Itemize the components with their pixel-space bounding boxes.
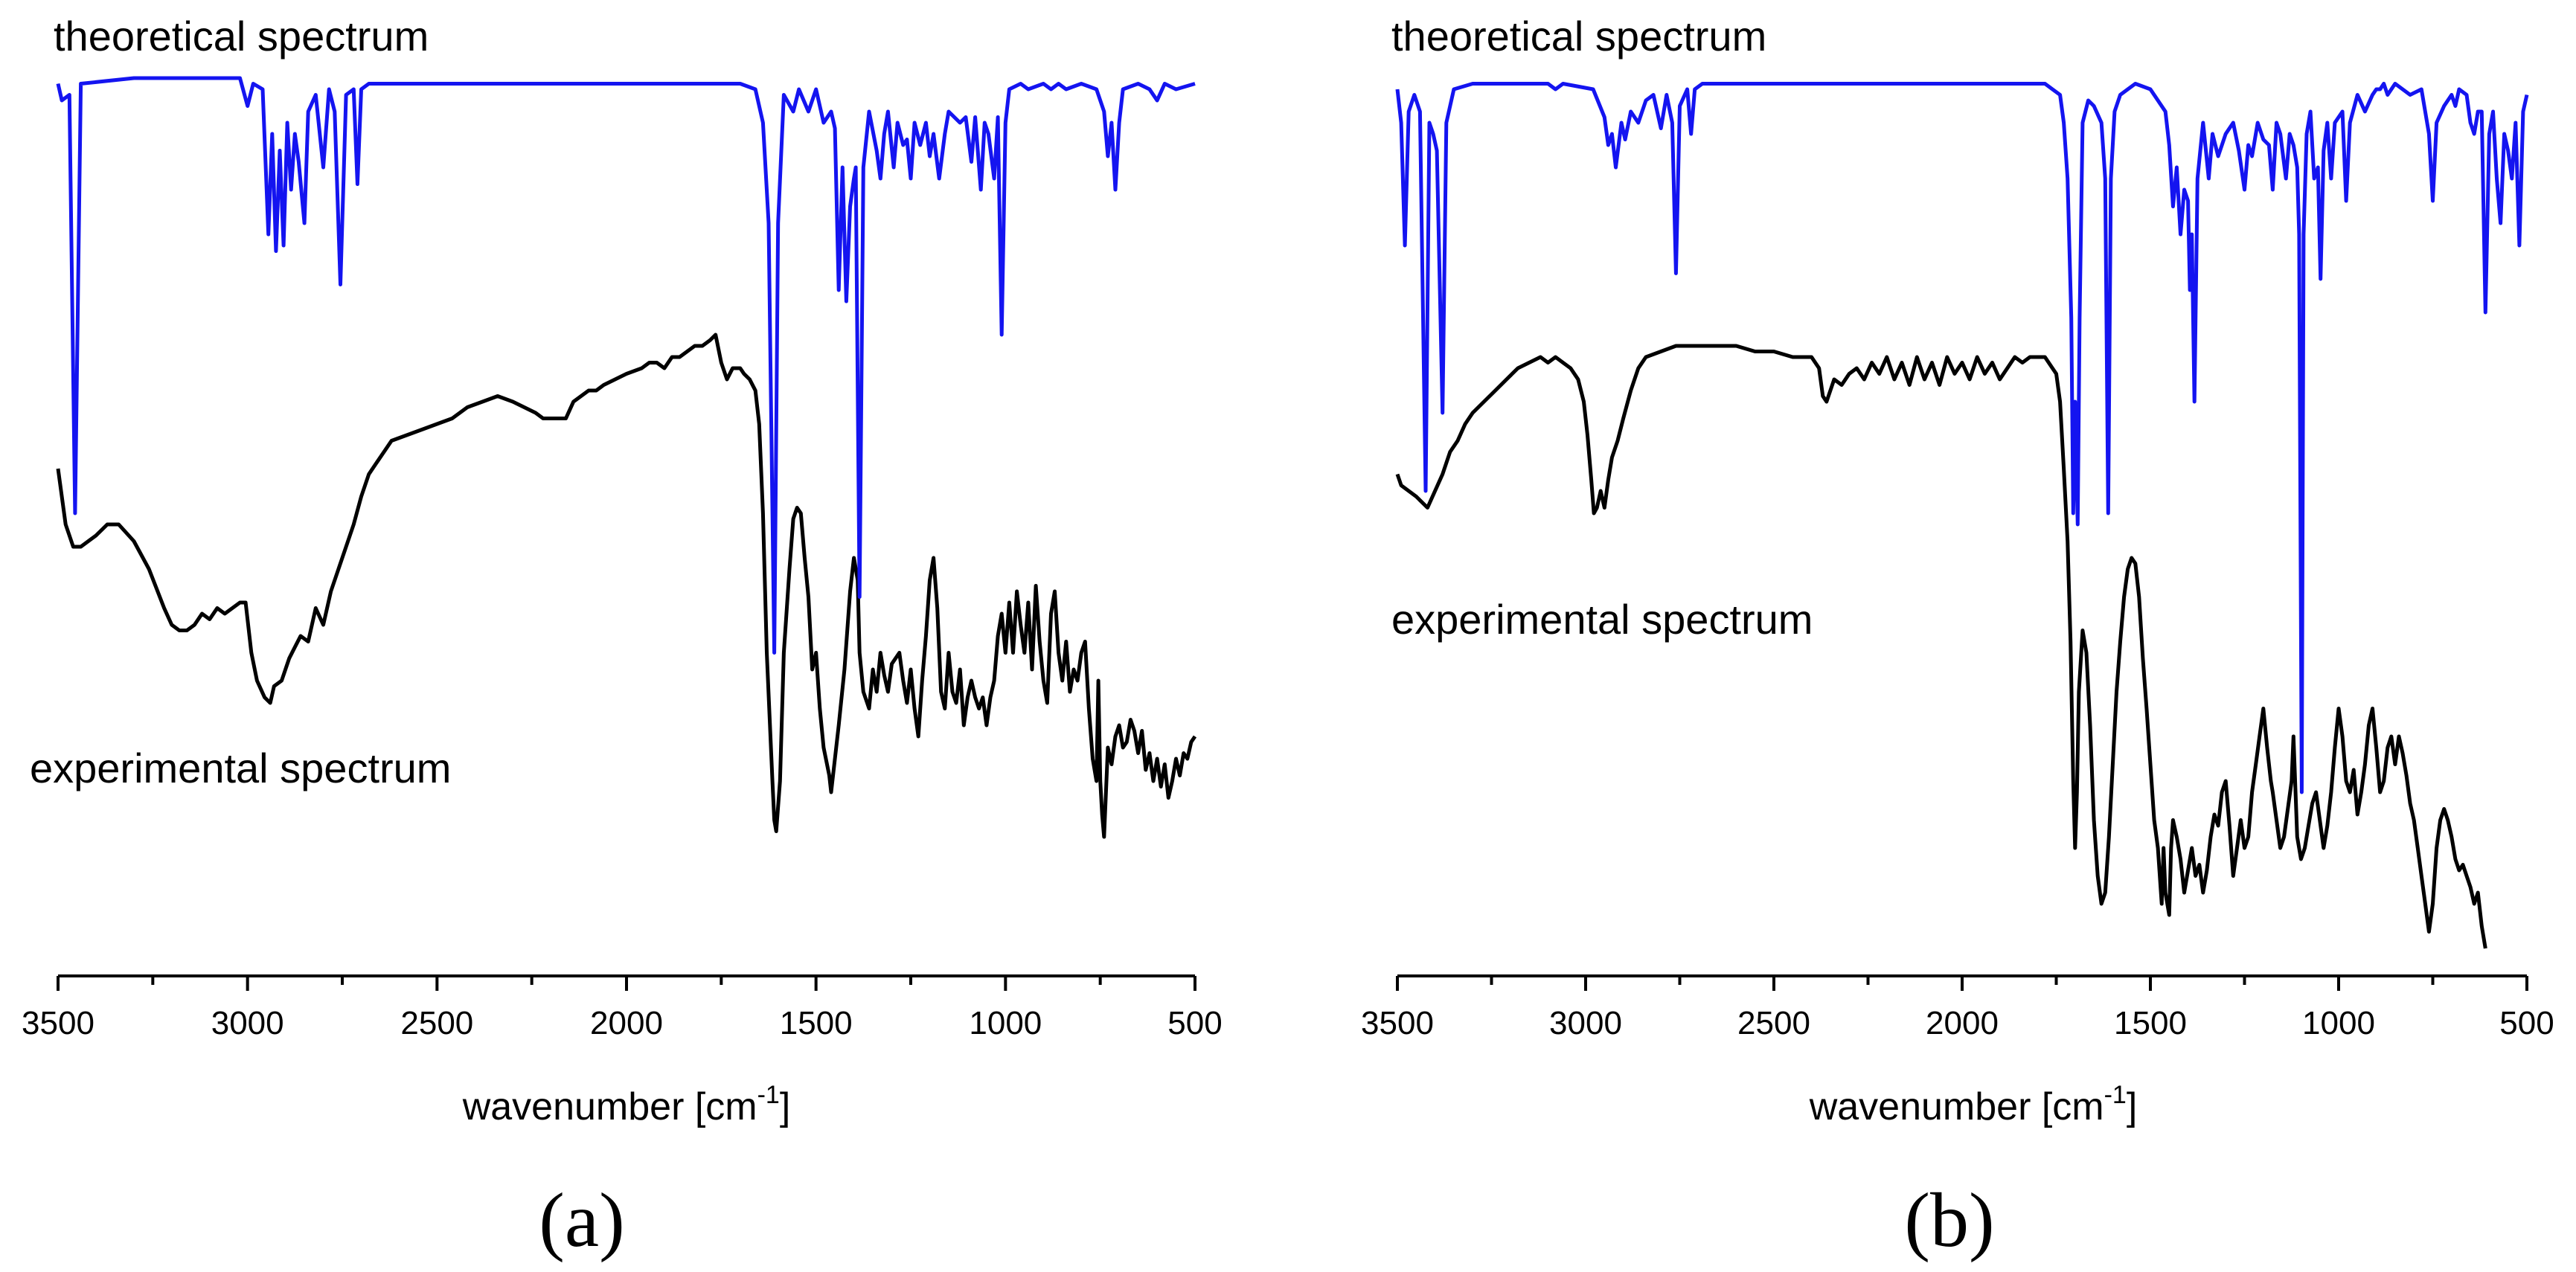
panel-a-tick-label-2500: 2500 [400, 1005, 473, 1041]
panel-b-plot [1395, 82, 2529, 949]
panel-b-tick-label-3000: 3000 [1549, 1005, 1622, 1041]
panel-b-theoretical-label: theoretical spectrum [1391, 13, 1766, 60]
panel-a-tick-label-3000: 3000 [211, 1005, 284, 1041]
panel-b-experimental-label: experimental spectrum [1391, 596, 1813, 643]
panel-a-theoretical-line [56, 76, 1196, 655]
panel-a-experimental-label: experimental spectrum [30, 745, 451, 791]
panel-a-theoretical-label: theoretical spectrum [54, 13, 429, 60]
panel-a-plot [56, 76, 1197, 839]
panel-a-label: (a) [539, 1178, 624, 1263]
panel-b-theoretical-line [1395, 82, 2529, 794]
panel-b-tick-label-2500: 2500 [1737, 1005, 1810, 1041]
panel-b-ticks: 3500 3000 2500 2000 1500 1000 500 [1361, 976, 2554, 1041]
panel-a-experimental-line [56, 333, 1197, 839]
panel-b-experimental-line [1395, 344, 2487, 949]
panel-b: 3500 3000 2500 2000 1500 1000 500 theoretical … [1361, 13, 2554, 1263]
panel-a-tick-label-1000: 1000 [969, 1005, 1042, 1041]
panel-a-x-axis-title: wavenumber [cm-1] [462, 1081, 791, 1128]
panel-b-tick-label-3500: 3500 [1361, 1005, 1434, 1041]
panel-a-ticks: 3500 3000 2500 2000 1500 1000 500 [22, 976, 1223, 1041]
panel-a-tick-label-2000: 2000 [590, 1005, 663, 1041]
panel-b-tick-label-1000: 1000 [2302, 1005, 2375, 1041]
panel-b-label: (b) [1904, 1178, 1994, 1263]
panel-a-tick-label-1500: 1500 [780, 1005, 853, 1041]
panel-a-tick-label-3500: 3500 [22, 1005, 94, 1041]
panel-a-tick-label-500: 500 [1167, 1005, 1222, 1041]
panel-b-x-axis-title: wavenumber [cm-1] [1809, 1081, 2138, 1128]
panel-a: 3500 3000 2500 2000 1500 1000 500 theoretical … [22, 13, 1223, 1263]
panel-b-tick-label-500: 500 [2499, 1005, 2554, 1041]
panel-b-tick-label-2000: 2000 [1926, 1005, 1999, 1041]
panel-b-tick-label-1500: 1500 [2114, 1005, 2187, 1041]
